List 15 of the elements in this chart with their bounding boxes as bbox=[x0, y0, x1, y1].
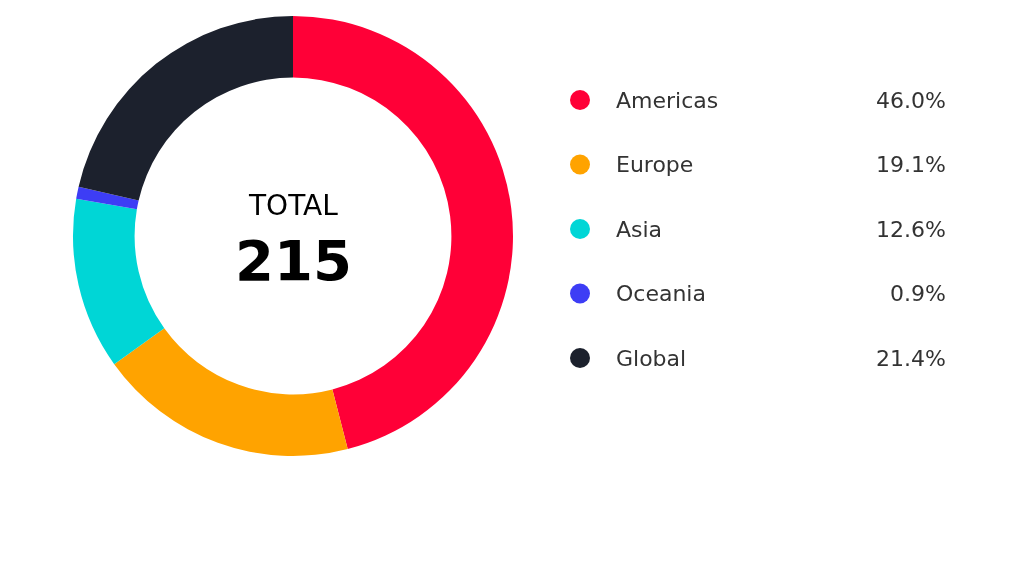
legend-label: Europe bbox=[616, 152, 694, 177]
legend-label: Asia bbox=[616, 217, 663, 242]
data-label: 19.1% bbox=[876, 152, 946, 177]
text: TOTAL bbox=[248, 189, 339, 222]
legend-label: Oceania bbox=[616, 281, 706, 306]
data-label: 21.4% bbox=[876, 346, 946, 371]
data-label: 12.6% bbox=[876, 217, 946, 242]
legend-label: Global bbox=[616, 346, 687, 371]
donut-slice bbox=[73, 198, 165, 365]
donut-slice bbox=[114, 328, 348, 456]
legend-label: Americas bbox=[616, 88, 719, 113]
donut-slice bbox=[76, 186, 139, 210]
data-label: 46.0% bbox=[876, 88, 946, 113]
data-label: 0.9% bbox=[890, 281, 946, 306]
text: 215 bbox=[235, 228, 352, 293]
